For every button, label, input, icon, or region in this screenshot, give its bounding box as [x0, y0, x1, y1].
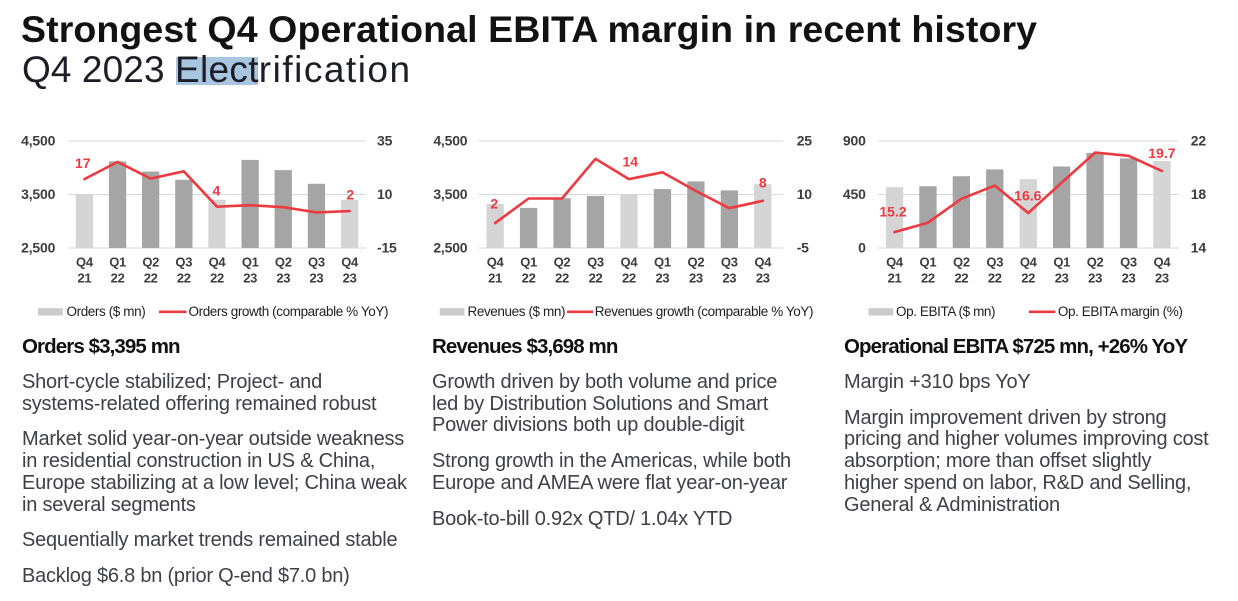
svg-text:Q2: Q2	[142, 255, 159, 270]
svg-text:Q1: Q1	[242, 255, 259, 270]
svg-text:10: 10	[797, 186, 813, 202]
svg-text:Op. EBITA ($ mn): Op. EBITA ($ mn)	[896, 304, 995, 319]
svg-text:Q1: Q1	[654, 255, 671, 270]
svg-text:Q3: Q3	[721, 255, 738, 270]
svg-text:22: 22	[954, 271, 968, 286]
svg-text:Q1: Q1	[520, 255, 537, 270]
svg-text:8: 8	[759, 175, 767, 191]
svg-text:450: 450	[843, 186, 866, 202]
svg-text:Q2: Q2	[554, 255, 571, 270]
svg-text:3,500: 3,500	[433, 186, 467, 202]
svg-text:4: 4	[213, 183, 221, 199]
svg-text:2: 2	[490, 196, 498, 212]
svg-text:Op. EBITA margin (%): Op. EBITA margin (%)	[1058, 304, 1183, 319]
svg-text:Q4: Q4	[76, 255, 94, 270]
svg-text:Q3: Q3	[1120, 255, 1137, 270]
svg-text:Orders ($ mn): Orders ($ mn)	[67, 304, 146, 319]
svg-text:Revenues growth (comparable %: Revenues growth (comparable % YoY)	[595, 304, 813, 319]
svg-text:16.6: 16.6	[1014, 188, 1041, 204]
svg-text:0: 0	[858, 240, 866, 256]
svg-text:2: 2	[346, 186, 354, 202]
svg-text:23: 23	[1155, 271, 1169, 286]
svg-text:21: 21	[888, 271, 902, 286]
svg-text:23: 23	[243, 271, 257, 286]
svg-text:Q1: Q1	[920, 255, 937, 270]
svg-text:22: 22	[988, 271, 1002, 286]
svg-text:Q4: Q4	[341, 255, 359, 270]
svg-text:Q3: Q3	[986, 255, 1003, 270]
svg-text:Q4: Q4	[886, 255, 904, 270]
svg-text:23: 23	[1088, 271, 1102, 286]
svg-text:22: 22	[555, 271, 569, 286]
svg-text:18: 18	[1191, 186, 1207, 202]
svg-text:22: 22	[1021, 271, 1035, 286]
svg-text:35: 35	[377, 133, 393, 149]
svg-text:23: 23	[722, 271, 736, 286]
svg-text:Q3: Q3	[587, 255, 604, 270]
svg-text:14: 14	[1191, 240, 1207, 256]
svg-text:23: 23	[655, 271, 669, 286]
svg-text:19.7: 19.7	[1148, 145, 1175, 161]
svg-text:10: 10	[377, 186, 393, 202]
svg-text:Q4: Q4	[487, 255, 505, 270]
svg-text:Q1: Q1	[109, 255, 126, 270]
svg-text:900: 900	[843, 133, 866, 149]
svg-text:2,500: 2,500	[433, 240, 467, 256]
svg-text:22: 22	[1191, 133, 1207, 149]
svg-text:21: 21	[488, 271, 502, 286]
svg-text:Revenues ($ mn): Revenues ($ mn)	[468, 304, 566, 319]
svg-text:23: 23	[689, 271, 703, 286]
svg-text:4,500: 4,500	[433, 133, 467, 149]
svg-text:Q2: Q2	[275, 255, 292, 270]
svg-text:Q3: Q3	[175, 255, 192, 270]
svg-text:22: 22	[589, 271, 603, 286]
svg-text:17: 17	[75, 155, 91, 171]
svg-text:22: 22	[210, 271, 224, 286]
svg-text:Q2: Q2	[953, 255, 970, 270]
svg-text:21: 21	[77, 271, 91, 286]
svg-text:22: 22	[921, 271, 935, 286]
svg-text:Q2: Q2	[688, 255, 705, 270]
svg-text:4,500: 4,500	[21, 133, 55, 149]
svg-text:23: 23	[309, 271, 323, 286]
svg-text:15.2: 15.2	[879, 204, 906, 220]
svg-text:25: 25	[797, 133, 813, 149]
svg-text:Orders growth (comparable % Yo: Orders growth (comparable % YoY)	[189, 304, 389, 319]
svg-text:22: 22	[177, 271, 191, 286]
svg-text:-5: -5	[797, 240, 809, 256]
svg-text:Q4: Q4	[1154, 255, 1172, 270]
svg-text:14: 14	[623, 154, 639, 170]
svg-text:Q4: Q4	[754, 255, 772, 270]
svg-text:-15: -15	[377, 240, 397, 256]
svg-text:22: 22	[144, 271, 158, 286]
svg-text:3,500: 3,500	[21, 186, 55, 202]
svg-text:23: 23	[1122, 271, 1136, 286]
svg-text:Q3: Q3	[308, 255, 325, 270]
svg-text:Q4: Q4	[1020, 255, 1038, 270]
svg-text:22: 22	[111, 271, 125, 286]
svg-text:Q1: Q1	[1053, 255, 1070, 270]
svg-text:Q2: Q2	[1087, 255, 1104, 270]
svg-text:23: 23	[343, 271, 357, 286]
svg-text:23: 23	[756, 271, 770, 286]
svg-text:23: 23	[1055, 271, 1069, 286]
svg-text:22: 22	[622, 271, 636, 286]
svg-text:Q4: Q4	[209, 255, 227, 270]
svg-text:Q4: Q4	[621, 255, 639, 270]
svg-text:2,500: 2,500	[21, 240, 55, 256]
svg-text:22: 22	[522, 271, 536, 286]
svg-text:23: 23	[276, 271, 290, 286]
